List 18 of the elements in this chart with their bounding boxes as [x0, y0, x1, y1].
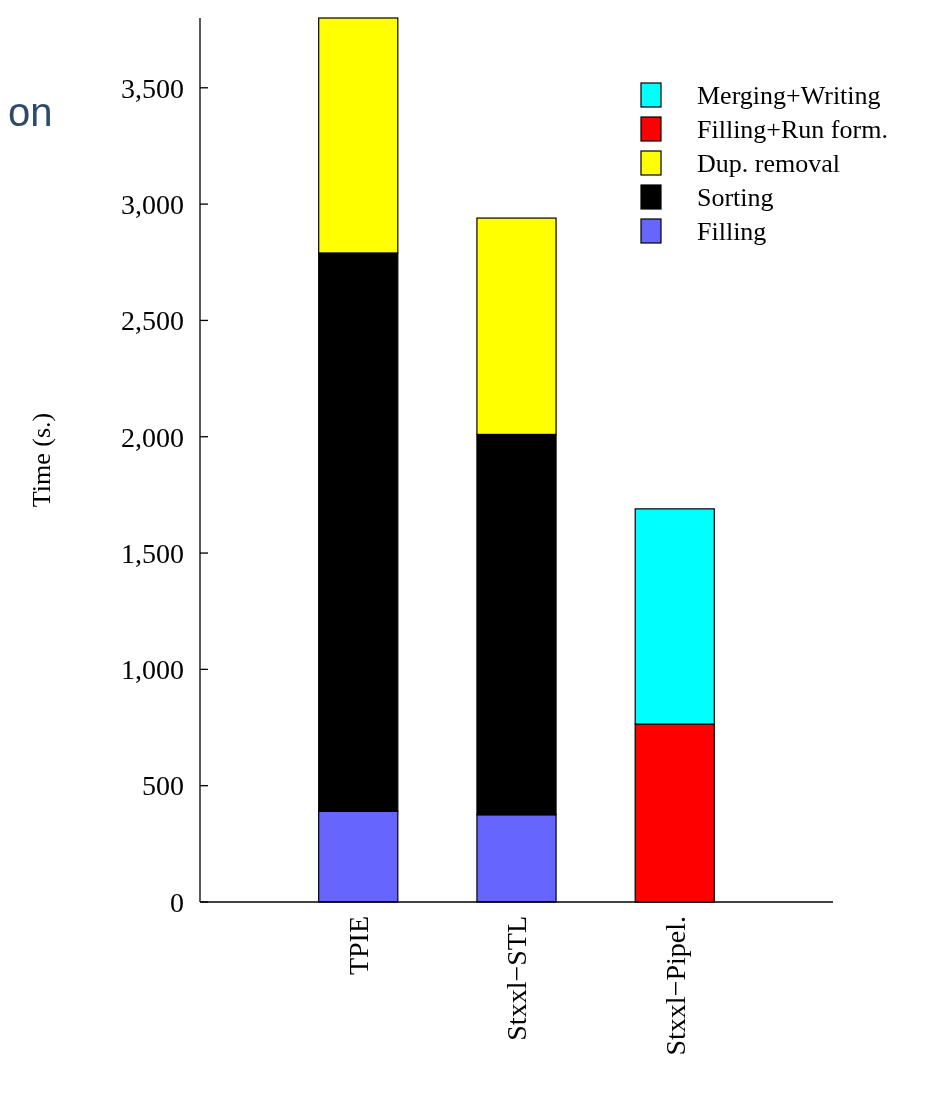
legend-label: Filling+Run form.	[697, 115, 888, 145]
y-tick-label: 500	[142, 770, 184, 802]
x-tick-label: Stxxl−Pipel.	[659, 916, 691, 1056]
y-tick-label: 1,000	[121, 654, 184, 686]
y-tick-label: 3,000	[121, 188, 184, 220]
y-axis-title: Time (s.)	[27, 412, 56, 508]
y-tick-label: 2,500	[121, 305, 184, 337]
legend-label: Dup. removal	[697, 149, 840, 179]
x-tick-label: TPIE	[343, 916, 375, 976]
text: on	[8, 90, 53, 134]
legend-label: Filling	[697, 217, 767, 247]
y-tick-label: 1,500	[121, 537, 184, 569]
x-tick-label: Stxxl−STL	[501, 916, 533, 1041]
y-tick-label: 2,000	[121, 421, 184, 453]
legend-label: Sorting	[697, 183, 774, 213]
legend-label: Merging+Writing	[697, 81, 881, 111]
y-tick-label: 3,500	[121, 72, 184, 104]
y-tick-label: 0	[170, 886, 184, 918]
